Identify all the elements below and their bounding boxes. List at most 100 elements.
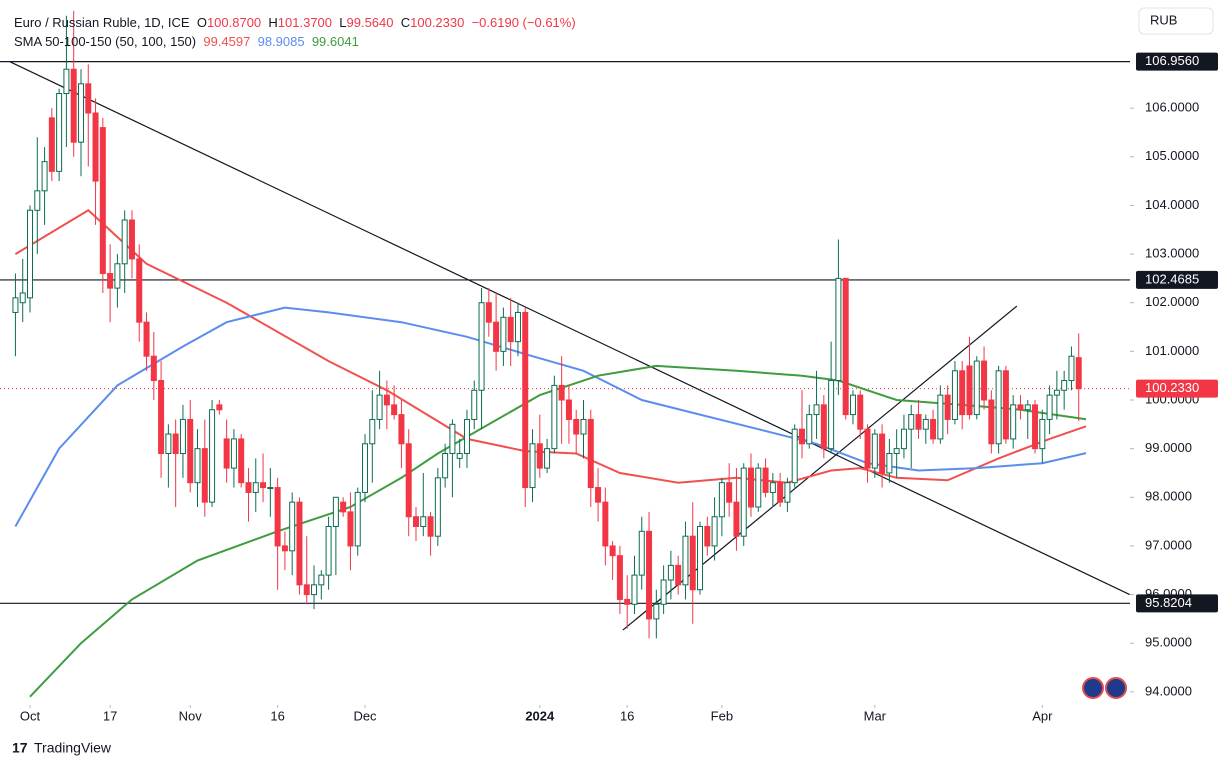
candle-body — [762, 467, 769, 493]
candle-body — [871, 433, 878, 469]
candle-body — [1046, 394, 1053, 420]
candle-body — [689, 535, 696, 591]
o-label: O — [196, 15, 207, 30]
candle-body — [602, 501, 609, 547]
candle-body — [973, 360, 980, 416]
candle-body — [675, 564, 682, 586]
candle-body — [1032, 404, 1039, 450]
x-tick-label: Dec — [353, 708, 377, 723]
y-tick-label: 102.0000 — [1145, 294, 1199, 309]
candle-body — [682, 535, 689, 586]
candle-body — [886, 453, 893, 474]
candle-body — [77, 83, 84, 143]
candle-body — [915, 414, 922, 430]
x-tick-label: 2024 — [525, 708, 555, 723]
candle-body — [988, 399, 995, 445]
candle-body — [944, 394, 951, 420]
candle-body — [311, 584, 318, 596]
trendline — [10, 61, 1130, 596]
candle-body — [70, 68, 77, 143]
candle-body — [922, 418, 929, 430]
x-tick-label: Apr — [1032, 708, 1053, 723]
candle-body — [267, 487, 274, 490]
candle-body — [857, 394, 864, 430]
candle-body — [449, 423, 456, 455]
open: 100.8700 — [206, 15, 262, 30]
candle-body — [813, 404, 820, 416]
candle-body — [456, 453, 463, 459]
candle-body — [318, 574, 325, 586]
candle-body — [48, 117, 55, 172]
candle-body — [595, 487, 602, 503]
candle-body — [114, 263, 121, 289]
candle-body — [289, 501, 296, 552]
x-tick-label: 17 — [103, 708, 117, 723]
candle-body — [296, 501, 303, 586]
candle-body — [900, 428, 907, 450]
candle-body — [791, 428, 798, 484]
sma-row: SMA 50-100-150 (50, 100, 150) 99.4597 98… — [14, 32, 576, 51]
flag-icon — [1105, 677, 1127, 699]
brand: TradingView — [34, 740, 112, 756]
candle-body — [340, 501, 347, 513]
currency-button[interactable] — [1138, 7, 1214, 35]
candle-body — [56, 93, 63, 172]
candle-body — [391, 404, 398, 416]
candle-body — [587, 418, 594, 489]
candle-body — [879, 433, 886, 474]
candle-body — [660, 579, 667, 605]
candle-body — [784, 482, 791, 503]
candle-body — [427, 516, 434, 537]
candle-body — [485, 302, 492, 323]
y-tick-label: 99.0000 — [1145, 440, 1192, 455]
candle-body — [223, 438, 230, 469]
candle-body — [536, 443, 543, 469]
candle-body — [667, 564, 674, 581]
candle-body — [930, 418, 937, 440]
trendline — [622, 305, 1018, 631]
c-label: C — [400, 15, 411, 30]
x-tick-label: Nov — [179, 708, 203, 723]
candle-body — [653, 603, 660, 620]
candle-body — [354, 491, 361, 547]
candle-body — [981, 360, 988, 401]
candle-body — [260, 482, 267, 489]
candle-body — [303, 584, 310, 596]
sma-value: 99.6041 — [311, 34, 359, 49]
candle-body — [362, 443, 369, 493]
candle-body — [216, 404, 223, 411]
candle-body — [995, 370, 1002, 445]
y-tick-label: 94.0000 — [1145, 683, 1192, 698]
candle-body — [121, 219, 128, 265]
candle-body — [733, 501, 740, 537]
candle-body — [369, 418, 376, 445]
sma-line — [29, 364, 1087, 698]
candle-body — [624, 598, 631, 605]
candle-body — [150, 355, 157, 382]
candle-body — [245, 482, 252, 493]
candle-body — [777, 482, 784, 503]
candle-body — [99, 127, 106, 275]
candle-body — [1010, 404, 1017, 440]
candle-body — [551, 384, 558, 450]
candle-body — [828, 380, 835, 450]
x-tick-label: Feb — [711, 708, 733, 723]
currency: RUB — [1150, 12, 1177, 27]
candle-body — [959, 370, 966, 416]
candle-body — [194, 448, 201, 484]
y-tick-label: 101.0000 — [1145, 343, 1199, 358]
candle-body — [179, 418, 186, 455]
candle-body — [1061, 380, 1068, 391]
candle-body — [34, 190, 41, 211]
plot — [0, 10, 1130, 698]
candle-body — [1068, 355, 1075, 382]
candle-body — [638, 530, 645, 576]
candle-body — [1017, 404, 1024, 411]
candle-body — [332, 496, 339, 527]
candle-body — [893, 448, 900, 455]
candle-body — [842, 277, 849, 416]
candle-body — [835, 277, 842, 382]
candle-body — [864, 428, 871, 469]
candle-body — [806, 414, 813, 445]
candle-body — [558, 384, 565, 401]
